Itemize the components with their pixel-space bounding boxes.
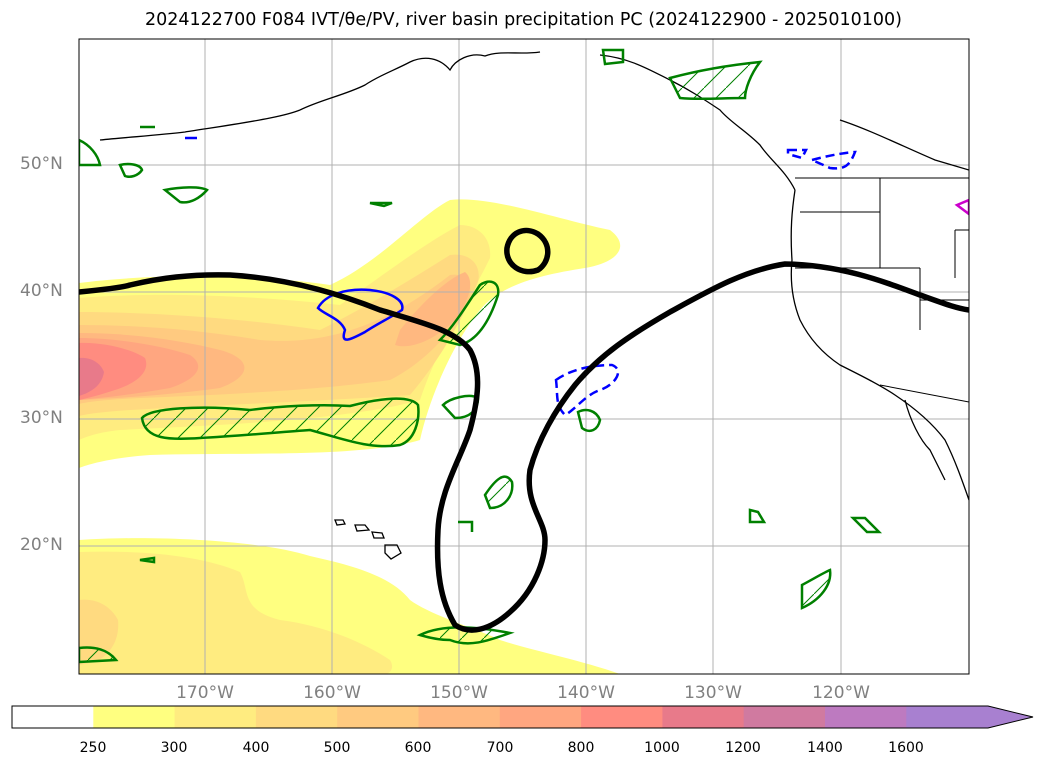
contour-green-small-10 (458, 520, 474, 532)
colorbar-cell (418, 706, 501, 728)
colorbar-tick-1400: 1400 (807, 740, 843, 756)
contour-green-nw (79, 138, 102, 167)
contour-green-center (483, 475, 514, 510)
ivt-band-600-east (395, 272, 471, 347)
coastline-canada-interior (839, 119, 969, 171)
contour-green-small-6 (601, 48, 625, 66)
contour-green-small-5 (576, 408, 602, 432)
contour-green-small-8 (849, 516, 883, 534)
island-oahu (354, 524, 371, 532)
colorbar-cell (337, 706, 419, 728)
coastline-aleutians (99, 109, 301, 141)
contour-blue-solid (316, 288, 404, 341)
lon-label-140w: 140°W (557, 683, 615, 703)
contour-green-small-1 (118, 162, 144, 178)
colorbar-tick-250: 250 (79, 740, 107, 756)
lon-label-130w: 130°W (684, 683, 742, 703)
lon-label-170w: 170°W (176, 683, 234, 703)
map-frame (78, 38, 970, 675)
colorbar-tick-1600: 1600 (888, 740, 924, 756)
colorbar-cell (12, 706, 94, 728)
colorbar-outline (11, 705, 1034, 729)
pv-contours (79, 227, 969, 633)
colorbar-tick-800: 800 (567, 740, 595, 756)
colorbar-cell (662, 706, 745, 728)
coastline-bc (599, 54, 796, 191)
colorbar-cells (12, 706, 1033, 728)
colorbar-tick-300: 300 (160, 740, 188, 756)
island-kauai (334, 519, 346, 526)
coastline-alaska-south (299, 51, 541, 111)
gridlines (79, 39, 969, 674)
colorbar-tick-1200: 1200 (725, 740, 761, 756)
contour-green-small-2 (162, 186, 209, 204)
colorbar-cell (743, 706, 826, 728)
colorbar-cell (906, 706, 989, 728)
contour-blue-dashed-3 (808, 150, 857, 170)
coastlines (99, 51, 969, 501)
lon-label-150w: 150°W (430, 683, 488, 703)
positive-anomaly-contours (79, 48, 883, 664)
ivt-shading (79, 199, 621, 674)
contour-pv-main (79, 261, 969, 633)
contour-blue-dashed-2 (786, 148, 809, 160)
colorbar-cell (255, 706, 338, 728)
lat-label-30n: 30°N (20, 408, 63, 428)
lon-label-160w: 160°W (303, 683, 361, 703)
ivt-band-300-south (79, 551, 393, 674)
negative-anomaly-contours (185, 136, 857, 417)
contour-magenta (954, 198, 969, 216)
contour-green-sw (79, 646, 119, 664)
island-maui (371, 531, 385, 539)
contour-green-north (437, 280, 500, 347)
colorbar-tick-500: 500 (323, 740, 351, 756)
border-us-mexico (879, 384, 969, 403)
colorbar-cell (174, 706, 257, 728)
colorbar-cell (93, 706, 176, 728)
colorbar-extend-arrow (988, 706, 1033, 728)
island-big-island (384, 544, 402, 560)
colorbar-tick-600: 600 (404, 740, 432, 756)
contour-green-ar (140, 397, 420, 448)
colorbar-cell (825, 706, 907, 728)
contour-green-small-3 (369, 201, 393, 208)
contour-green-south (416, 626, 515, 645)
colorbar-tick-400: 400 (242, 740, 270, 756)
colorbar-tick-700: 700 (486, 740, 514, 756)
ivt-band-1000 (79, 357, 104, 396)
contour-green-small-9 (139, 556, 156, 564)
contour-green-alaska (668, 60, 763, 101)
map-title: 2024122700 F084 IVT/θe/PV, river basin p… (145, 10, 902, 30)
coastline-west-us (790, 189, 969, 501)
hawaii-islands (334, 519, 402, 560)
coastline-baja (904, 399, 946, 481)
lat-label-40n: 40°N (20, 281, 63, 301)
colorbar-tick-1000: 1000 (644, 740, 680, 756)
lat-label-20n: 20°N (20, 535, 63, 555)
contour-green-east (800, 568, 832, 610)
contour-pv-closed (504, 227, 551, 275)
lat-label-50n: 50°N (20, 154, 63, 174)
colorbar-cell (581, 706, 663, 728)
colorbar-cell (499, 706, 582, 728)
lon-label-120w: 120°W (812, 683, 870, 703)
contour-green-small-7 (748, 508, 767, 524)
colorbar (11, 705, 1034, 729)
